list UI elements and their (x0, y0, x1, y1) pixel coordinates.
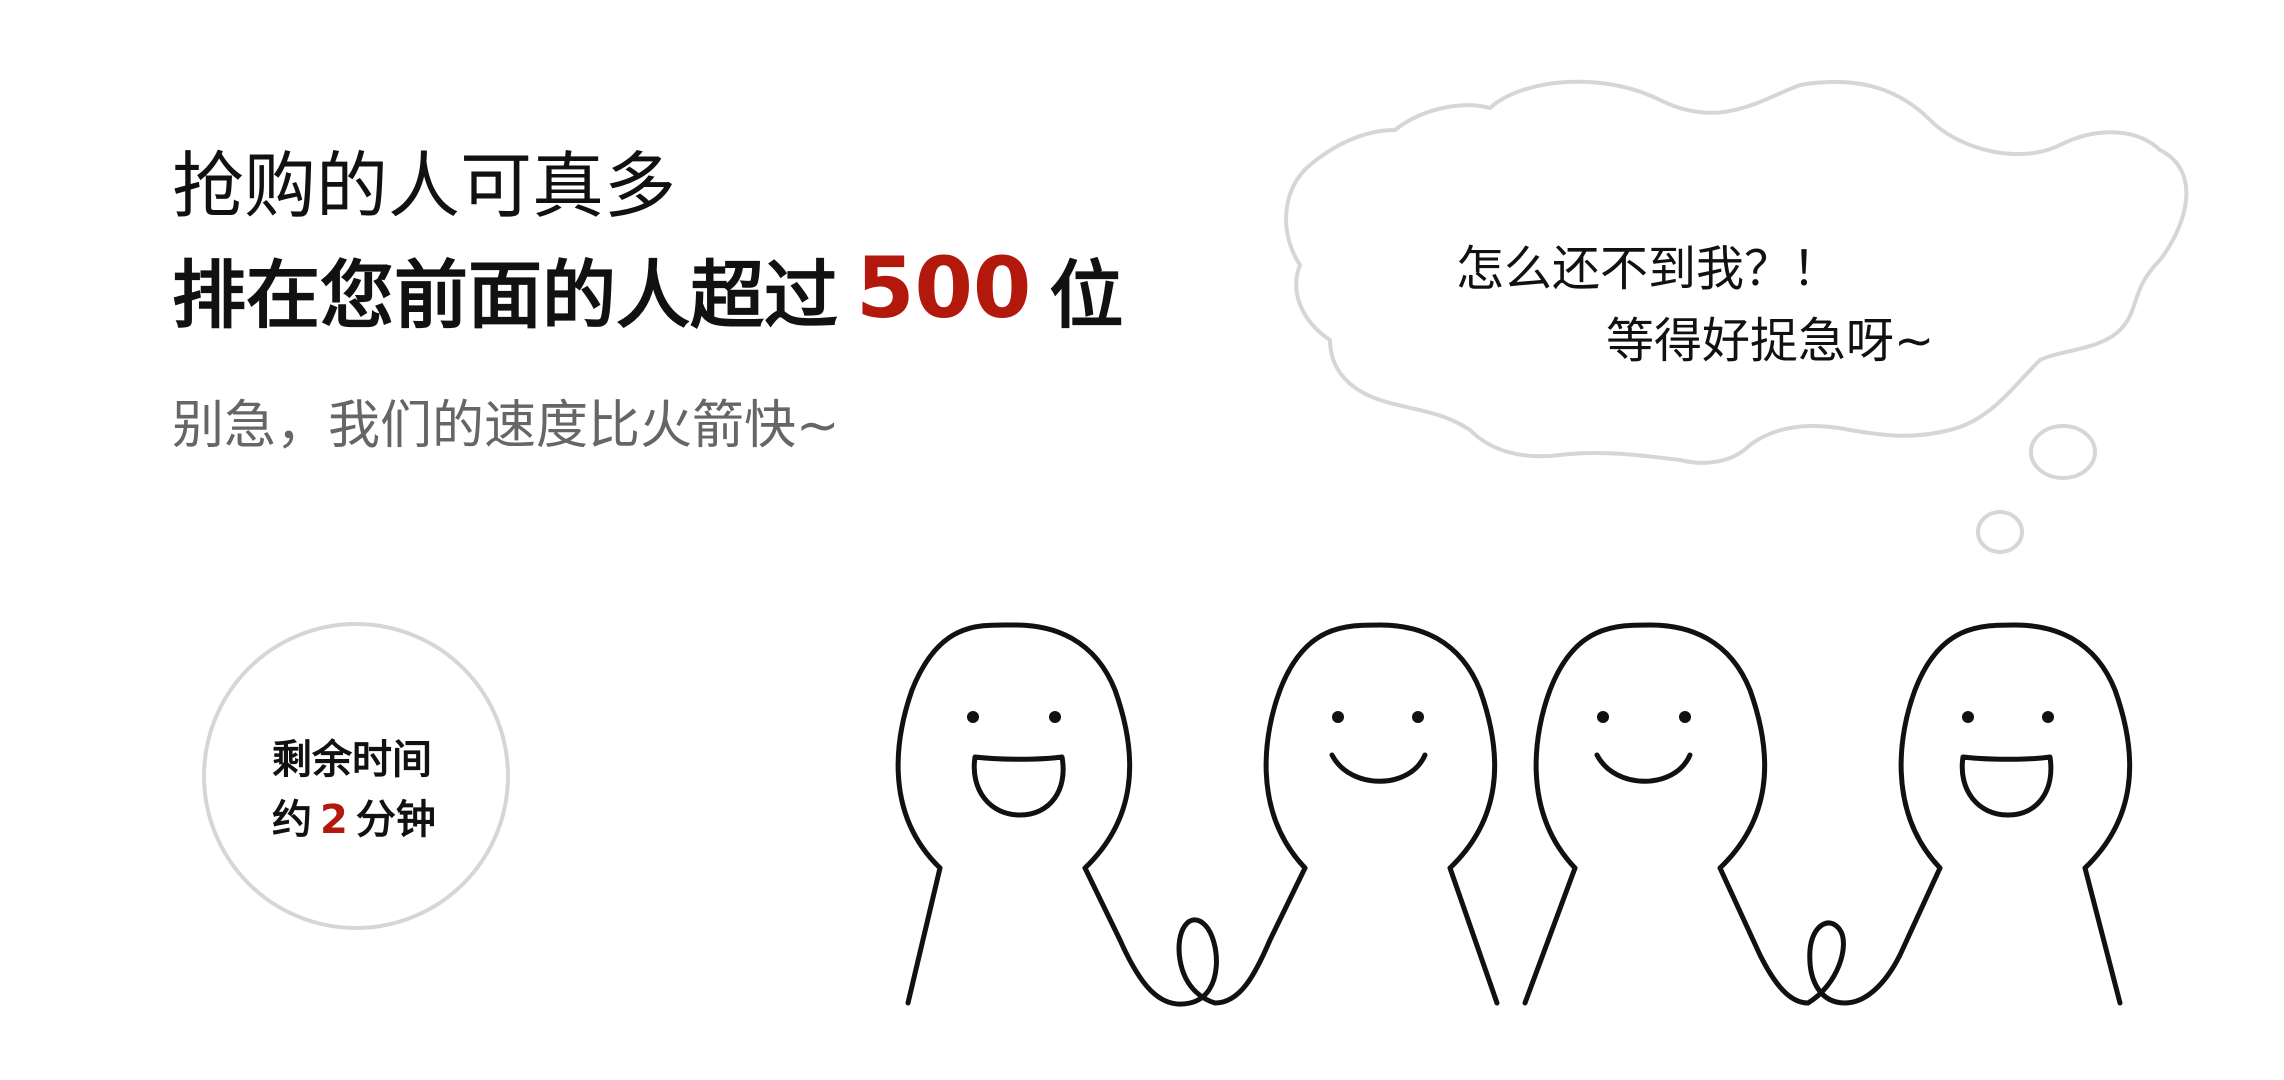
thought-dot-small (1976, 510, 2024, 554)
page-title: 抢购的人可真多 (172, 144, 677, 228)
timer-label: 剩余时间 (272, 737, 432, 783)
timer-suffix: 分钟 (355, 797, 436, 843)
timer-circle (202, 622, 510, 930)
timer-value: 约 2 分钟 (272, 790, 436, 850)
timer-prefix: 约 (272, 797, 312, 843)
timer-minutes: 2 (320, 797, 348, 843)
figure-3-icon (1522, 622, 1811, 1006)
figure-2-icon (1212, 622, 1500, 1006)
queue-count: 500 (856, 239, 1032, 337)
subtitle: 别急，我们的速度比火箭快~ (172, 396, 840, 456)
thought-dot-large (2029, 424, 2097, 480)
figure-4-icon (1805, 622, 2133, 1006)
figure-1-icon (895, 622, 1219, 1007)
bubble-line-2: 等得好捉急呀~ (1606, 313, 1935, 369)
timer-text: 剩余时间 约 2 分钟 (272, 730, 436, 850)
thought-bubble-icon (1284, 79, 2189, 465)
queue-status: 排在您前面的人超过 500 位 (172, 246, 1123, 334)
bubble-line-1: 怎么还不到我？！ (1456, 241, 1841, 297)
queue-prefix: 排在您前面的人超过 (172, 253, 838, 339)
queue-suffix: 位 (1049, 253, 1124, 339)
